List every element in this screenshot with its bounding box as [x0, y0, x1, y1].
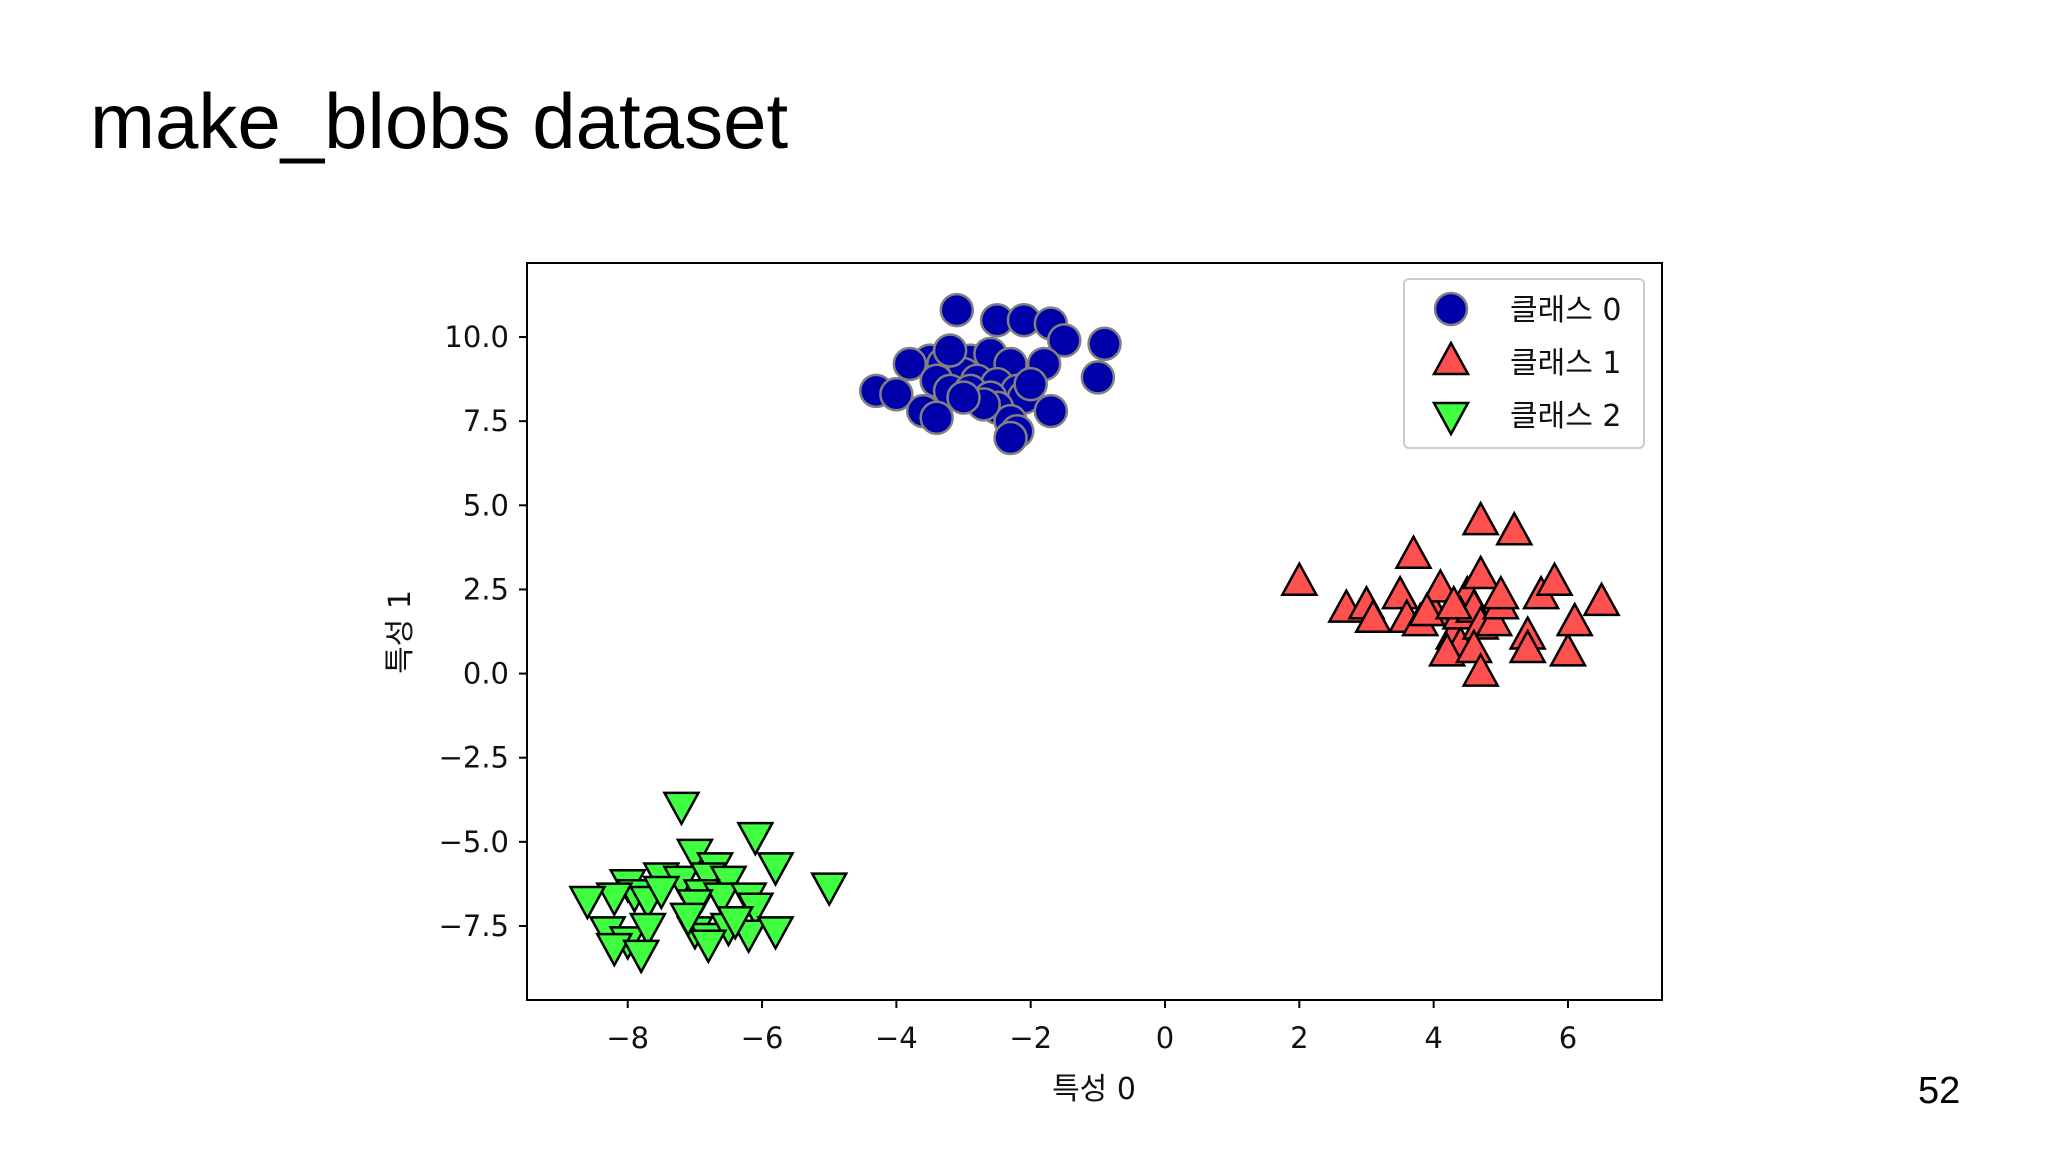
- data-point-class2: [642, 875, 681, 911]
- data-point-class2: [810, 872, 849, 908]
- data-point-class1: [1461, 554, 1500, 590]
- data-point-class1: [1535, 561, 1574, 596]
- data-point-class1: [1354, 598, 1393, 633]
- data-point-class2: [716, 905, 755, 941]
- legend-marker-class2: [1431, 401, 1471, 437]
- x-tick-label: 2: [1290, 1021, 1308, 1055]
- y-tick-label: 5.0: [463, 488, 509, 522]
- x-tick-label: −4: [875, 1021, 918, 1055]
- data-point-class2: [756, 916, 795, 951]
- legend-label-class0: 클래스 0: [1510, 293, 1621, 328]
- legend-label-class2: 클래스 2: [1510, 399, 1621, 434]
- y-tick-label: −5.0: [439, 825, 509, 859]
- data-point-class0: [946, 380, 981, 415]
- data-point-class2: [702, 882, 741, 918]
- plot-frame: [526, 262, 1663, 1001]
- data-point-class2: [568, 885, 607, 921]
- data-point-class2: [628, 912, 667, 948]
- data-point-class0: [1047, 323, 1082, 358]
- data-point-class0: [939, 292, 975, 328]
- data-point-class1: [1548, 631, 1588, 667]
- legend-marker-class1: [1431, 340, 1471, 376]
- data-point-class0: [919, 400, 954, 436]
- data-point-class2: [669, 902, 708, 938]
- y-tick-label: −2.5: [439, 741, 509, 775]
- x-tick-label: 6: [1559, 1021, 1577, 1055]
- data-point-class2: [662, 791, 701, 827]
- legend-label-class1: 클래스 1: [1510, 346, 1621, 381]
- data-point-class1: [1461, 500, 1500, 536]
- data-point-class1: [1555, 601, 1594, 637]
- y-tick-label: 0.0: [463, 657, 509, 691]
- y-tick-label: 7.5: [463, 404, 509, 438]
- data-point-class2: [709, 865, 748, 901]
- data-point-class1: [1582, 581, 1621, 617]
- data-point-class0: [1033, 393, 1069, 429]
- data-point-class0: [879, 376, 914, 412]
- data-point-class1: [1461, 651, 1500, 687]
- data-point-class2: [595, 932, 634, 968]
- legend: 클래스 0 클래스 1 클래스 2: [1403, 278, 1645, 449]
- x-tick-label: −2: [1009, 1021, 1052, 1055]
- data-point-class0: [1013, 366, 1048, 402]
- slide-title: make_blobs dataset: [90, 77, 789, 165]
- data-point-class2: [736, 821, 775, 857]
- data-point-class0: [1080, 360, 1116, 395]
- x-tick-label: −6: [741, 1021, 784, 1055]
- y-axis: −7.5 −5.0 −2.5 0.0 2.5 5.0 7.5 10.0: [439, 320, 527, 943]
- data-point-class1: [1481, 574, 1520, 610]
- data-point-class2: [756, 852, 795, 887]
- data-point-class2: [595, 882, 634, 918]
- y-tick-label: −7.5: [439, 909, 509, 943]
- data-point-class0: [932, 333, 968, 368]
- y-tick-label: 2.5: [463, 572, 509, 606]
- data-point-class1: [1495, 510, 1534, 546]
- data-point-class0: [892, 346, 928, 382]
- x-axis: −8 −6 −4 −2 0 2 4 6: [606, 1000, 1577, 1055]
- data-point-class0: [1087, 326, 1122, 362]
- data-point-class1: [1454, 628, 1494, 664]
- legend-marker-class0: [1433, 291, 1469, 327]
- data-point-class1: [1508, 628, 1547, 664]
- x-tick-label: 0: [1156, 1021, 1174, 1055]
- y-tick-label: 10.0: [444, 320, 509, 354]
- data-point-class1: [1394, 534, 1433, 570]
- data-point-class1: [1380, 574, 1420, 610]
- page-number: 52: [1918, 1070, 1961, 1112]
- x-tick-label: 4: [1424, 1021, 1442, 1055]
- x-axis-label: 특성 0: [1052, 1072, 1136, 1107]
- data-point-class2: [622, 939, 661, 975]
- data-point-class1: [1434, 584, 1473, 620]
- data-point-class1: [1474, 601, 1514, 637]
- data-point-class1: [1427, 631, 1467, 667]
- data-point-class0: [993, 420, 1028, 456]
- data-point-class1: [1407, 591, 1447, 627]
- data-point-class2: [689, 929, 728, 965]
- x-tick-label: −8: [606, 1021, 649, 1055]
- data-points: [568, 292, 1621, 975]
- data-point-class1: [1280, 561, 1319, 596]
- y-axis-label: 특성 1: [383, 590, 418, 674]
